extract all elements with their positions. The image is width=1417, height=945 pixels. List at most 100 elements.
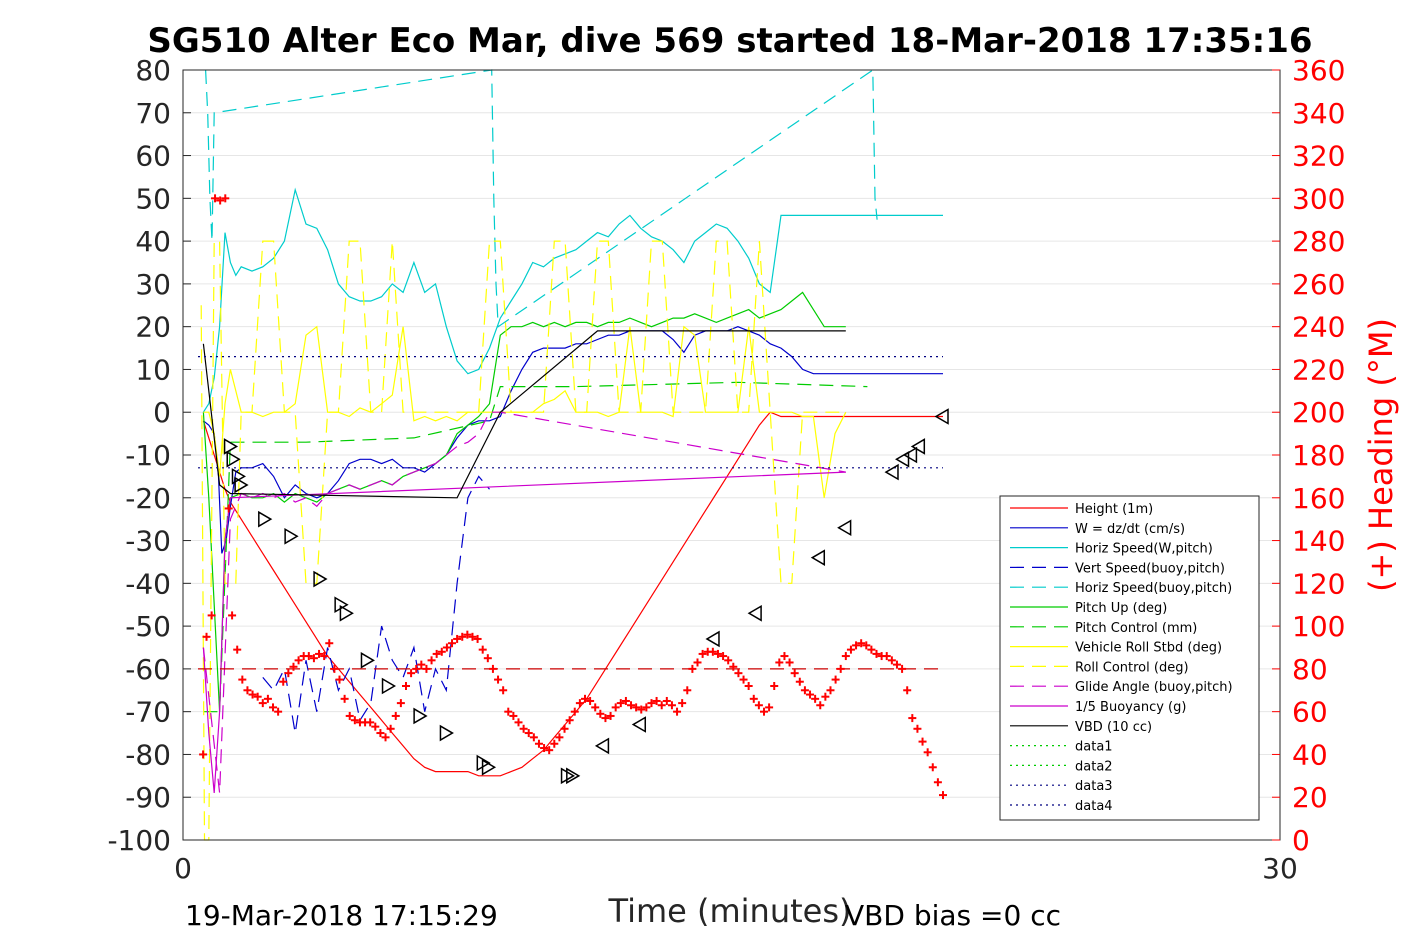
- heading-point: [386, 724, 395, 733]
- heading-point: [284, 669, 293, 678]
- y-tick-label-right: 180: [1292, 439, 1345, 472]
- heading-point: [504, 707, 513, 716]
- heading-point: [371, 722, 380, 731]
- heading-point: [396, 699, 405, 708]
- y-tick-label-right: 240: [1292, 311, 1345, 344]
- heading-point: [417, 660, 426, 669]
- heading-point: [621, 696, 630, 705]
- heading-point: [233, 645, 242, 654]
- height-marker: [439, 724, 454, 742]
- heading-point: [852, 641, 861, 650]
- series-group: [198, 68, 949, 841]
- heading-point: [734, 669, 743, 678]
- x-tick-label: 0: [174, 852, 192, 885]
- series-line-6: [203, 381, 868, 713]
- y-tick-label-right: 220: [1292, 353, 1345, 386]
- height-marker: [902, 446, 918, 464]
- y-tick-label-left: -100: [107, 824, 171, 857]
- heading-point: [580, 694, 589, 703]
- heading-point: [519, 724, 528, 733]
- heading-point: [565, 716, 574, 725]
- heading-point: [555, 733, 564, 742]
- heading-point: [770, 682, 779, 690]
- y-tick-label-left: 20: [135, 311, 171, 344]
- y-tick-label-right: 60: [1292, 696, 1328, 729]
- legend: Height (1m) W = dz/dt (cm/s) Horiz Speed(W…: [999, 495, 1260, 821]
- heading-point: [248, 690, 257, 699]
- legend-label: Pitch Up (deg): [1075, 601, 1167, 616]
- heading-point: [831, 675, 840, 684]
- heading-point: [224, 504, 233, 513]
- heading-point: [908, 714, 917, 723]
- heading-point: [243, 686, 252, 695]
- y-tick-label-left: -50: [125, 610, 171, 643]
- heading-point: [744, 682, 753, 690]
- heading-point: [918, 737, 927, 746]
- heading-point: [422, 664, 431, 673]
- legend-label: data1: [1075, 740, 1113, 755]
- y-tick-label-left: -10: [125, 439, 171, 472]
- heading-point: [258, 699, 267, 708]
- y-tick-label-left: 80: [135, 54, 171, 87]
- height-marker: [234, 476, 249, 494]
- heading-point: [739, 675, 748, 684]
- y-tick-label-right: 160: [1292, 482, 1345, 515]
- height-marker: [837, 519, 852, 537]
- height-marker: [360, 652, 375, 669]
- heading-point: [928, 763, 937, 772]
- heading-point: [903, 686, 912, 695]
- heading-point: [199, 750, 208, 759]
- legend-label: Height (1m): [1075, 502, 1153, 517]
- height-marker: [884, 463, 899, 481]
- y-tick-label-left: -40: [125, 567, 171, 600]
- heading-point: [816, 701, 825, 710]
- y-tick-label-right: 360: [1292, 54, 1345, 87]
- heading-point: [570, 707, 579, 716]
- heading-point: [529, 733, 538, 742]
- heading-point: [765, 703, 774, 712]
- heading-point: [309, 654, 318, 663]
- series-line-5: [202, 291, 846, 712]
- heading-point: [775, 658, 784, 667]
- height-marker: [910, 438, 926, 455]
- y-tick-label-right: 120: [1292, 567, 1345, 600]
- heading-point: [442, 643, 451, 652]
- height-marker: [705, 630, 720, 648]
- height-marker: [413, 707, 428, 725]
- heading-point: [381, 733, 390, 742]
- heading-point: [846, 645, 855, 654]
- heading-point: [269, 703, 278, 712]
- heading-point: [340, 694, 349, 703]
- heading-point: [274, 707, 283, 716]
- heading-point: [632, 703, 641, 712]
- heading-point: [448, 639, 457, 648]
- heading-point: [652, 696, 661, 705]
- heading-point: [289, 662, 298, 671]
- height-marker: [313, 570, 328, 588]
- height-marker: [284, 527, 299, 545]
- footer-vbd-bias: VBD bias =0 cc: [845, 899, 1061, 932]
- height-marker: [481, 758, 497, 776]
- height-marker: [631, 716, 647, 733]
- heading-point: [350, 716, 359, 725]
- heading-point: [315, 649, 324, 658]
- heading-point: [836, 664, 845, 673]
- heading-point: [606, 711, 615, 720]
- legend-label: data3: [1075, 779, 1113, 794]
- heading-point: [596, 709, 605, 718]
- heading-point: [647, 699, 656, 708]
- x-axis-label: Time (minutes): [608, 892, 852, 930]
- heading-point: [821, 692, 830, 701]
- legend-label: W = dz/dt (cm/s): [1075, 522, 1185, 537]
- y-tick-label-left: 0: [153, 396, 171, 429]
- heading-point: [616, 699, 625, 708]
- y-tick-label-right: 40: [1292, 738, 1328, 771]
- heading-point: [780, 652, 789, 661]
- y-tick-label-left: 60: [135, 140, 171, 173]
- heading-point: [898, 664, 907, 673]
- heading-point: [683, 686, 692, 695]
- y-tick-label-left: -30: [125, 525, 171, 558]
- heading-point: [483, 654, 492, 663]
- y-tick-label-right: 140: [1292, 525, 1345, 558]
- y-tick-label-right: 280: [1292, 225, 1345, 258]
